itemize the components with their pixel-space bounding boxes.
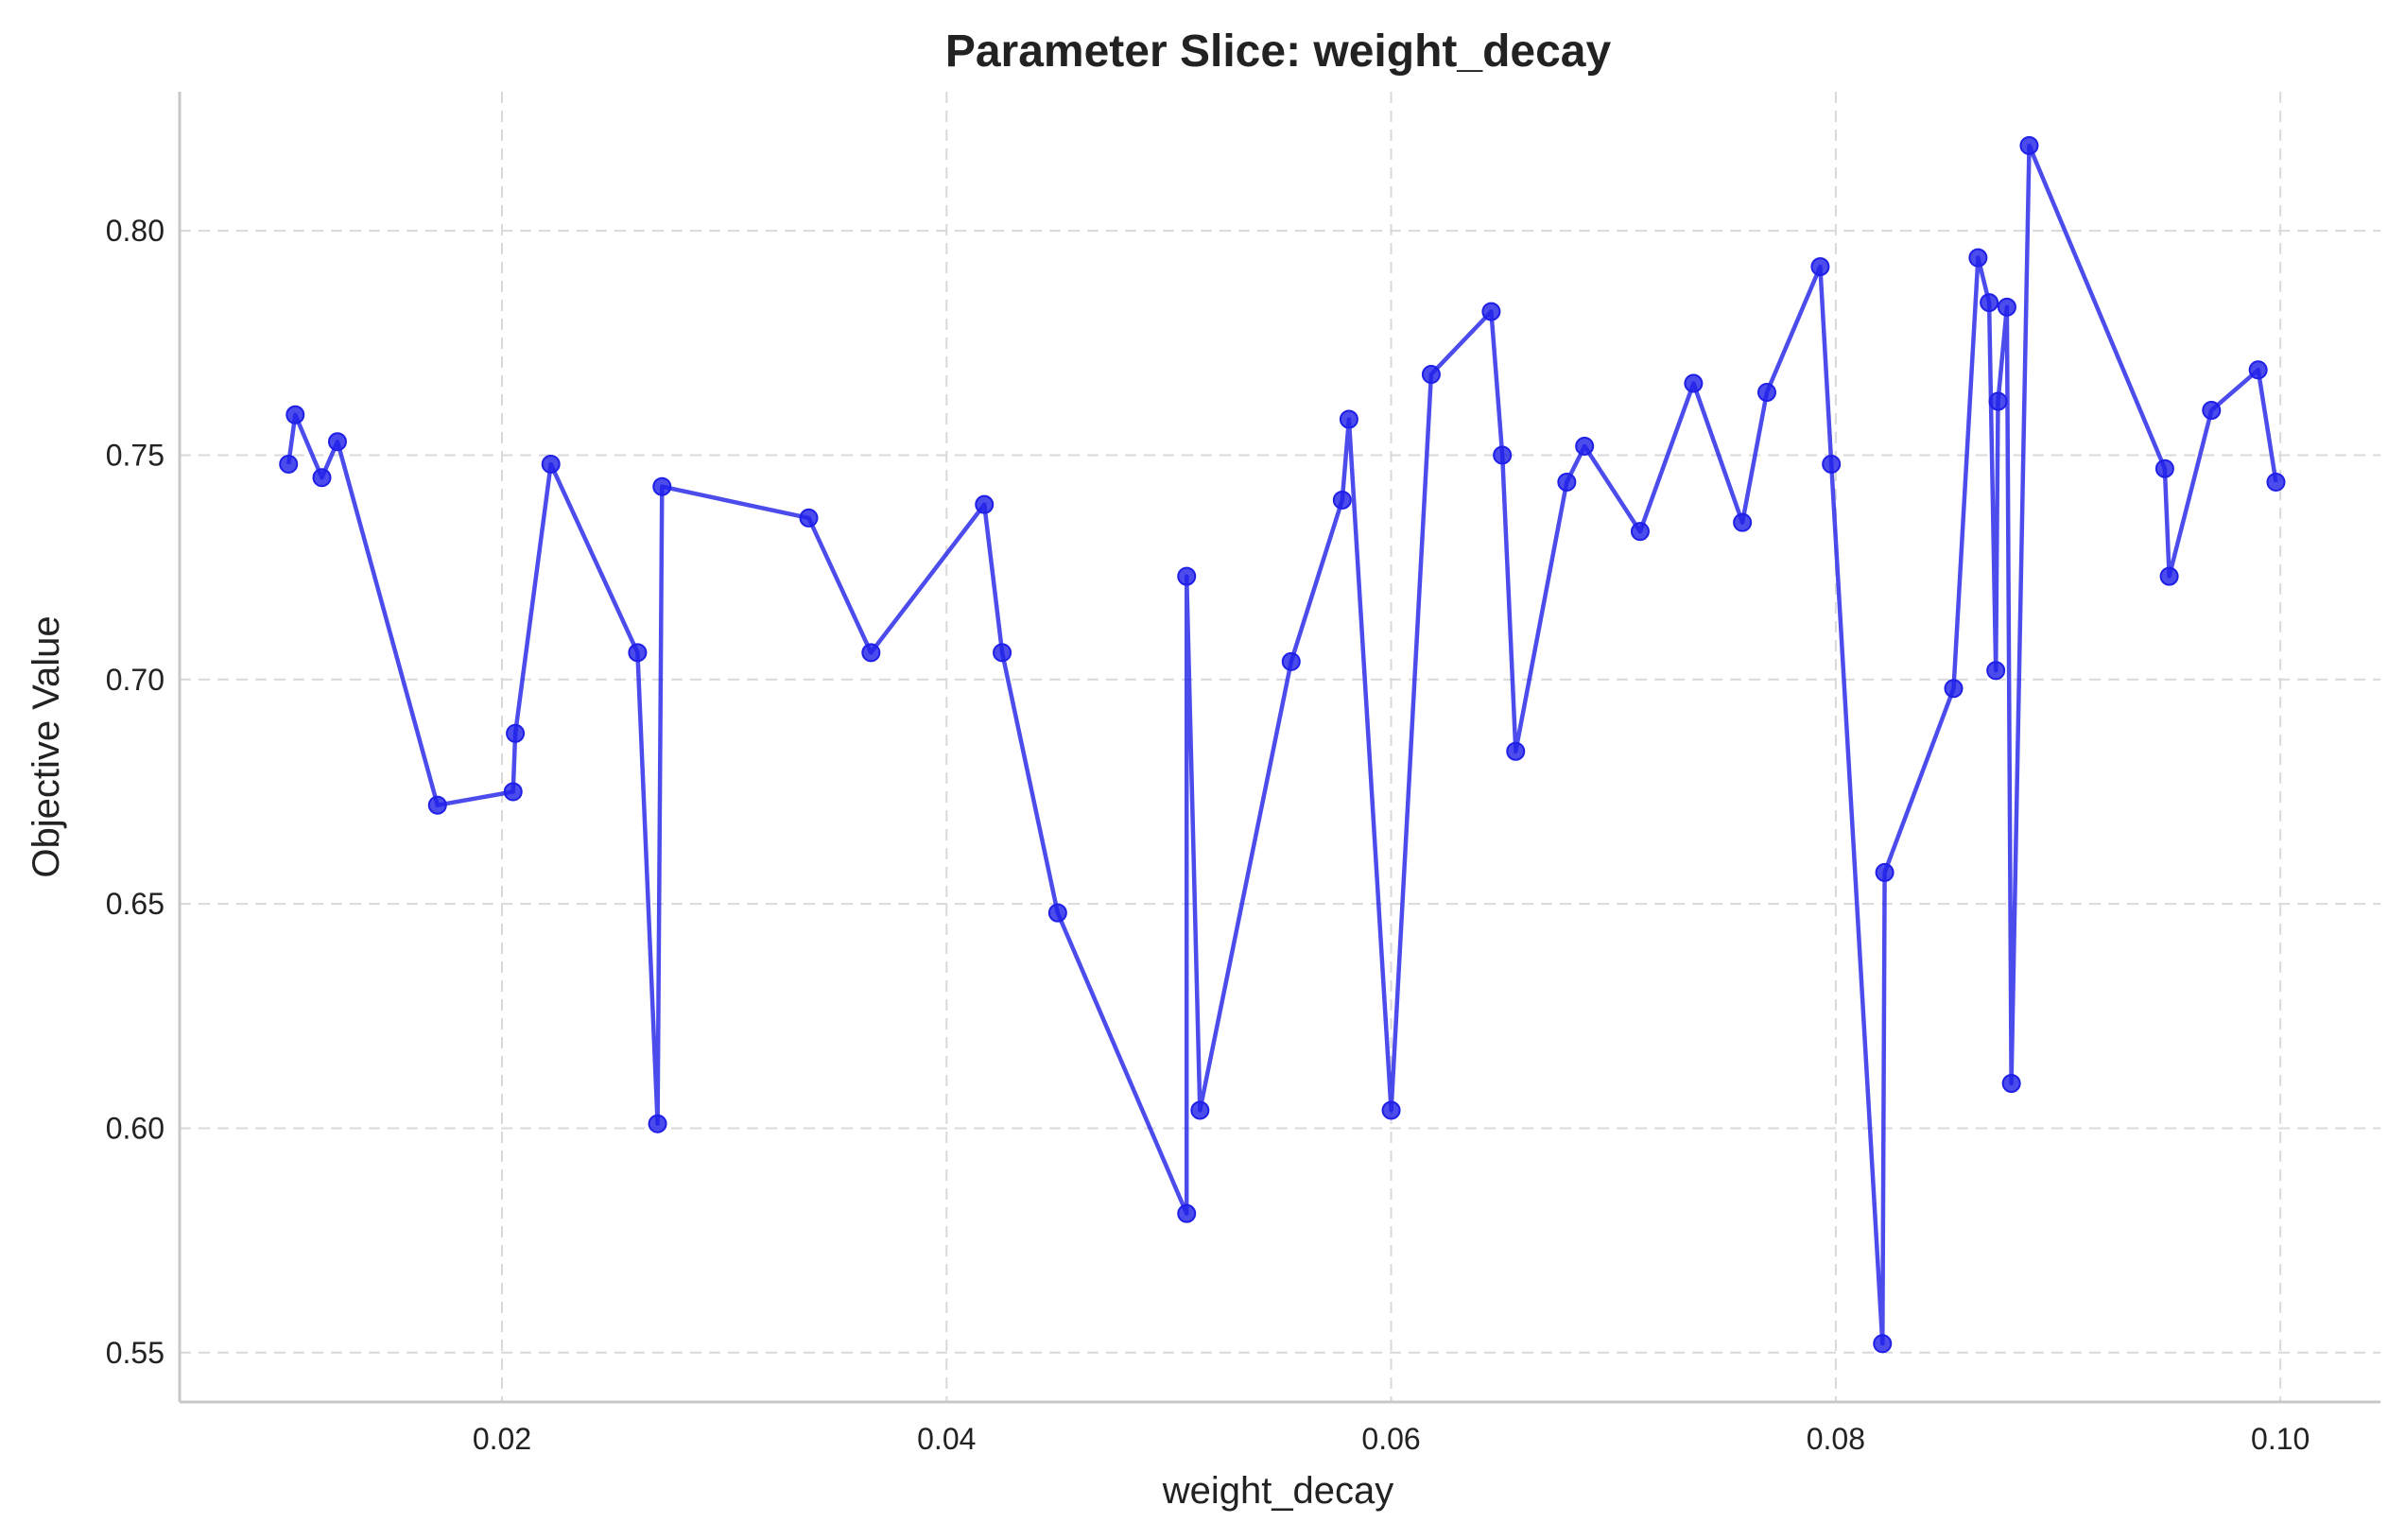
data-point[interactable] [1506, 741, 1526, 761]
y-tick-label: 0.65 [106, 887, 164, 921]
x-tick-label: 0.08 [1807, 1422, 1865, 1456]
chart-title: Parameter Slice: weight_decay [945, 26, 1612, 77]
data-point[interactable] [2154, 459, 2174, 478]
y-tick-label: 0.55 [106, 1336, 164, 1370]
data-point[interactable] [506, 723, 526, 743]
data-point[interactable] [975, 494, 995, 514]
data-point[interactable] [1575, 436, 1595, 456]
data-point[interactable] [1630, 522, 1650, 542]
data-point[interactable] [861, 643, 881, 663]
data-point[interactable] [1822, 454, 1842, 474]
data-point[interactable] [1421, 365, 1441, 385]
data-point[interactable] [2159, 566, 2179, 586]
data-point[interactable] [327, 432, 347, 452]
x-tick-label: 0.06 [1361, 1422, 1420, 1456]
data-point[interactable] [648, 1114, 667, 1133]
data-point[interactable] [1997, 297, 2016, 317]
data-point[interactable] [285, 405, 305, 424]
data-point[interactable] [1756, 383, 1776, 403]
y-axis-label: Objective Value [26, 615, 67, 877]
data-point[interactable] [1733, 512, 1753, 532]
x-tick-label: 0.04 [917, 1422, 976, 1456]
y-tick-label: 0.80 [106, 214, 164, 248]
data-series [279, 135, 2286, 1354]
data-point[interactable] [799, 508, 819, 528]
gridlines [180, 92, 2380, 1402]
data-point[interactable] [1980, 293, 1999, 313]
data-point[interactable] [628, 643, 648, 663]
data-point[interactable] [1988, 391, 2008, 411]
x-tick-label: 0.02 [473, 1422, 531, 1456]
data-point[interactable] [652, 476, 672, 496]
data-point[interactable] [1684, 373, 1704, 393]
data-point[interactable] [1873, 1334, 1893, 1354]
y-tick-label: 0.60 [106, 1111, 164, 1145]
series-line [285, 143, 2278, 1346]
data-point[interactable] [1875, 862, 1895, 882]
data-point[interactable] [2266, 472, 2286, 492]
data-point[interactable] [1944, 679, 1964, 699]
data-point[interactable] [1332, 490, 1352, 510]
data-point[interactable] [1381, 1100, 1401, 1120]
data-point[interactable] [541, 454, 561, 474]
data-point[interactable] [1339, 409, 1358, 429]
data-point[interactable] [2248, 360, 2268, 380]
data-point[interactable] [993, 643, 1012, 663]
data-point[interactable] [1986, 661, 2006, 681]
y-tick-label: 0.75 [106, 438, 164, 472]
data-point[interactable] [503, 782, 523, 802]
data-point[interactable] [1493, 445, 1513, 465]
data-point[interactable] [312, 468, 332, 488]
data-point[interactable] [1968, 248, 1988, 268]
data-point[interactable] [2019, 135, 2039, 155]
data-point[interactable] [279, 454, 299, 474]
data-point[interactable] [1190, 1100, 1210, 1120]
x-axis-label: weight_decay [1162, 1470, 1394, 1512]
data-point[interactable] [1177, 566, 1197, 586]
data-point[interactable] [1177, 1203, 1197, 1223]
data-point[interactable] [2202, 401, 2222, 421]
data-point[interactable] [1810, 257, 1830, 277]
data-point[interactable] [427, 795, 447, 815]
data-point[interactable] [2001, 1073, 2021, 1093]
data-point[interactable] [1557, 472, 1577, 492]
x-tick-label: 0.10 [2251, 1422, 2310, 1456]
tick-labels: 0.02 0.04 0.06 0.08 0.10 0.55 0.60 0.65 0.70 0.75… [106, 214, 2310, 1456]
data-point[interactable] [1481, 302, 1501, 321]
data-point[interactable] [1281, 651, 1301, 671]
y-tick-label: 0.70 [106, 663, 164, 697]
data-point[interactable] [1047, 903, 1067, 923]
